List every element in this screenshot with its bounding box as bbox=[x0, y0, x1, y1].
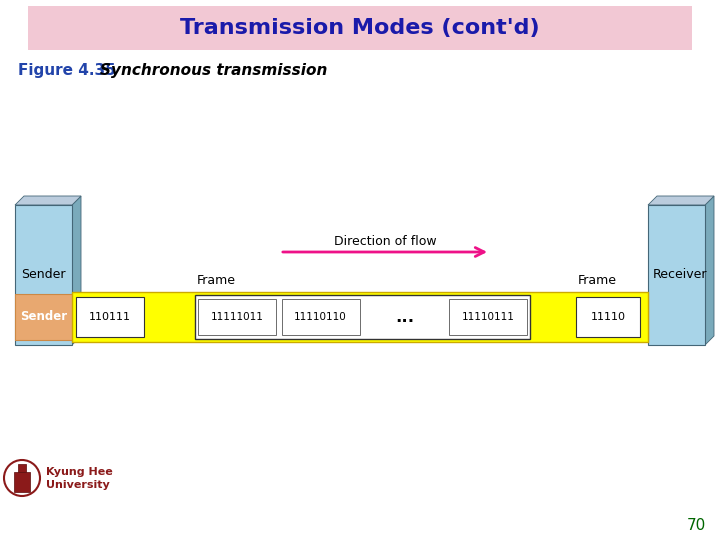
Text: 70: 70 bbox=[687, 517, 706, 532]
Text: 110111: 110111 bbox=[89, 312, 131, 322]
Text: Synchronous transmission: Synchronous transmission bbox=[100, 63, 328, 78]
Bar bbox=[72, 292, 648, 342]
Bar bbox=[76, 297, 144, 337]
Text: Receiver: Receiver bbox=[652, 268, 707, 281]
Text: Frame: Frame bbox=[197, 274, 236, 287]
Bar bbox=[282, 299, 359, 335]
Text: ...: ... bbox=[395, 308, 414, 326]
Text: Direction of flow: Direction of flow bbox=[333, 235, 436, 248]
Bar bbox=[18, 464, 26, 472]
Bar bbox=[576, 297, 640, 337]
Bar bbox=[28, 6, 692, 50]
Text: 11110: 11110 bbox=[590, 312, 626, 322]
Bar bbox=[15, 294, 75, 340]
Text: Transmission Modes (cont'd): Transmission Modes (cont'd) bbox=[180, 18, 540, 38]
Bar bbox=[195, 295, 530, 339]
Polygon shape bbox=[648, 196, 714, 205]
Polygon shape bbox=[705, 196, 714, 345]
Text: Frame: Frame bbox=[578, 274, 617, 287]
Text: Sender: Sender bbox=[22, 268, 66, 281]
Text: Kyung Hee: Kyung Hee bbox=[46, 467, 113, 477]
Bar bbox=[14, 472, 30, 492]
Text: 11111011: 11111011 bbox=[210, 312, 264, 322]
Bar bbox=[15, 205, 72, 345]
Text: 11110111: 11110111 bbox=[462, 312, 515, 322]
Text: Sender: Sender bbox=[20, 310, 67, 323]
Bar bbox=[449, 299, 527, 335]
Text: 11110110: 11110110 bbox=[294, 312, 347, 322]
Polygon shape bbox=[72, 196, 81, 345]
Bar bbox=[648, 205, 705, 345]
Text: Figure 4.35: Figure 4.35 bbox=[18, 63, 116, 78]
Text: University: University bbox=[46, 480, 109, 490]
Polygon shape bbox=[15, 196, 81, 205]
Bar bbox=[198, 299, 276, 335]
